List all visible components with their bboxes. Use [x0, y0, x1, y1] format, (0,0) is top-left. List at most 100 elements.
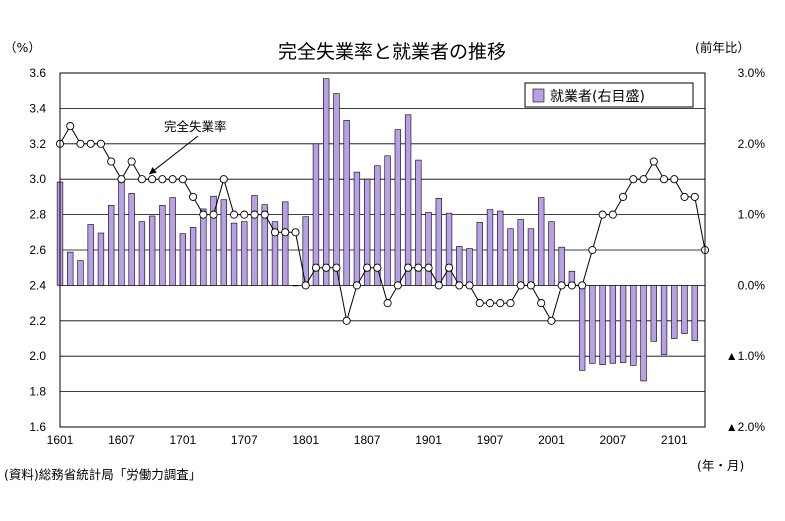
unemployment-point — [219, 175, 228, 184]
employment-bar — [497, 210, 504, 286]
unemployment-point — [424, 263, 433, 272]
unemployment-point — [475, 299, 484, 308]
right-tick-label: ▲2.0% — [726, 420, 766, 434]
unemployment-point — [250, 210, 259, 219]
unemployment-point — [148, 175, 157, 184]
employment-bar — [650, 285, 657, 342]
employment-bar — [261, 204, 268, 286]
employment-bar — [138, 221, 146, 286]
unemployment-point — [598, 210, 607, 219]
unemployment-point — [127, 157, 136, 166]
x-tick-label: 1707 — [231, 433, 258, 447]
unemployment-point — [168, 175, 177, 184]
employment-bar — [404, 114, 412, 286]
x-axis-ticks: 1601 1607 1701 1707 1801 1807 1901 1907 2001 2007… — [47, 433, 688, 447]
left-axis-ticks: 3.6 3.4 3.2 3.0 2.8 2.6 2.4 2.2 2.0 1.8 1.6 — [29, 66, 46, 434]
unemployment-line — [55, 122, 710, 325]
employment-bar — [671, 285, 678, 339]
employment-bar — [435, 198, 442, 286]
source-note: (資料)総務省統計局「労働力調査」 — [4, 467, 201, 482]
annotation-arrowhead — [149, 167, 157, 175]
unemployment-point — [434, 281, 443, 290]
right-tick-label: 3.0% — [738, 66, 766, 80]
unemployment-point — [342, 316, 351, 325]
employment-bar — [589, 285, 596, 364]
employment-bar — [77, 260, 84, 286]
employment-bar — [476, 222, 483, 286]
unemployment-point — [291, 228, 300, 237]
unemployment-point — [639, 175, 648, 184]
employment-bar — [220, 199, 227, 286]
unemployment-point — [158, 175, 167, 184]
unemployment-point — [107, 157, 116, 166]
employment-bar — [466, 248, 473, 286]
left-tick-label: 1.6 — [29, 420, 46, 434]
x-tick-label: 1801 — [292, 433, 319, 447]
unemployment-point — [311, 263, 321, 272]
right-axis-ticks: 3.0% 2.0% 1.0% 0.0% ▲1.0% ▲2.0% — [726, 66, 766, 434]
x-tick-label: 1607 — [108, 433, 135, 447]
unemployment-point — [373, 263, 382, 272]
left-tick-label: 3.6 — [29, 66, 46, 80]
employment-bar — [282, 201, 289, 286]
unemployment-point — [301, 281, 310, 290]
unemployment-point — [178, 175, 187, 184]
employment-bar — [681, 285, 688, 334]
unemployment-point — [516, 281, 525, 290]
employment-bar — [312, 143, 320, 286]
employment-bar — [507, 228, 514, 286]
left-tick-label: 3.4 — [29, 101, 46, 115]
unemployment-point — [229, 210, 239, 219]
unemployment-point — [281, 228, 290, 237]
unemployment-point — [352, 281, 361, 290]
unemployment-point — [189, 192, 198, 201]
x-tick-label: 1907 — [477, 433, 504, 447]
employment-bar — [169, 197, 176, 286]
employment-bar — [394, 129, 402, 286]
unemployment-point — [670, 175, 679, 184]
unemployment-point — [240, 210, 249, 219]
unemployment-point — [96, 139, 106, 148]
employment-bar — [445, 212, 453, 286]
left-tick-label: 2.4 — [29, 278, 46, 292]
unemployment-point — [659, 175, 669, 184]
unemployment-point — [455, 281, 464, 290]
left-tick-label: 1.8 — [29, 385, 46, 399]
left-tick-label: 3.2 — [29, 137, 46, 151]
x-tick-label: 1901 — [415, 433, 442, 447]
unemployment-point — [199, 210, 208, 219]
unemployment-point — [117, 175, 126, 184]
employment-bars — [56, 78, 698, 382]
unemployment-point — [270, 228, 280, 237]
unemployment-point — [547, 316, 556, 325]
unemployment-point — [578, 281, 587, 290]
unemployment-point — [383, 299, 392, 308]
employment-bar — [640, 285, 647, 382]
employment-bar — [97, 232, 105, 286]
x-axis-unit: (年・月) — [697, 458, 744, 473]
unemployment-point — [414, 263, 423, 272]
employment-bar — [128, 193, 135, 286]
chart-title: 完全失業率と就業者の推移 — [278, 41, 506, 63]
employment-bar — [486, 209, 494, 286]
legend: 就業者(右目盛) — [524, 82, 694, 108]
employment-bar — [323, 78, 330, 286]
employment-bar — [630, 285, 637, 366]
unemployment-point — [567, 281, 576, 290]
left-axis-unit: （%） — [4, 40, 41, 55]
employment-bar — [108, 205, 115, 286]
employment-bar — [363, 178, 371, 286]
employment-bar — [619, 285, 627, 363]
employment-bar — [538, 197, 545, 286]
unemployment-point — [86, 139, 95, 148]
employment-bar — [609, 285, 617, 364]
right-tick-label: ▲1.0% — [726, 349, 766, 363]
left-tick-label: 2.6 — [29, 243, 46, 257]
right-tick-label: 0.0% — [738, 278, 766, 292]
employment-bar — [271, 221, 279, 286]
employment-bar — [200, 208, 207, 286]
unemployment-point — [629, 175, 638, 184]
unemployment-point — [465, 281, 474, 290]
plot-frame — [59, 72, 706, 428]
unemployment-point — [537, 299, 546, 308]
